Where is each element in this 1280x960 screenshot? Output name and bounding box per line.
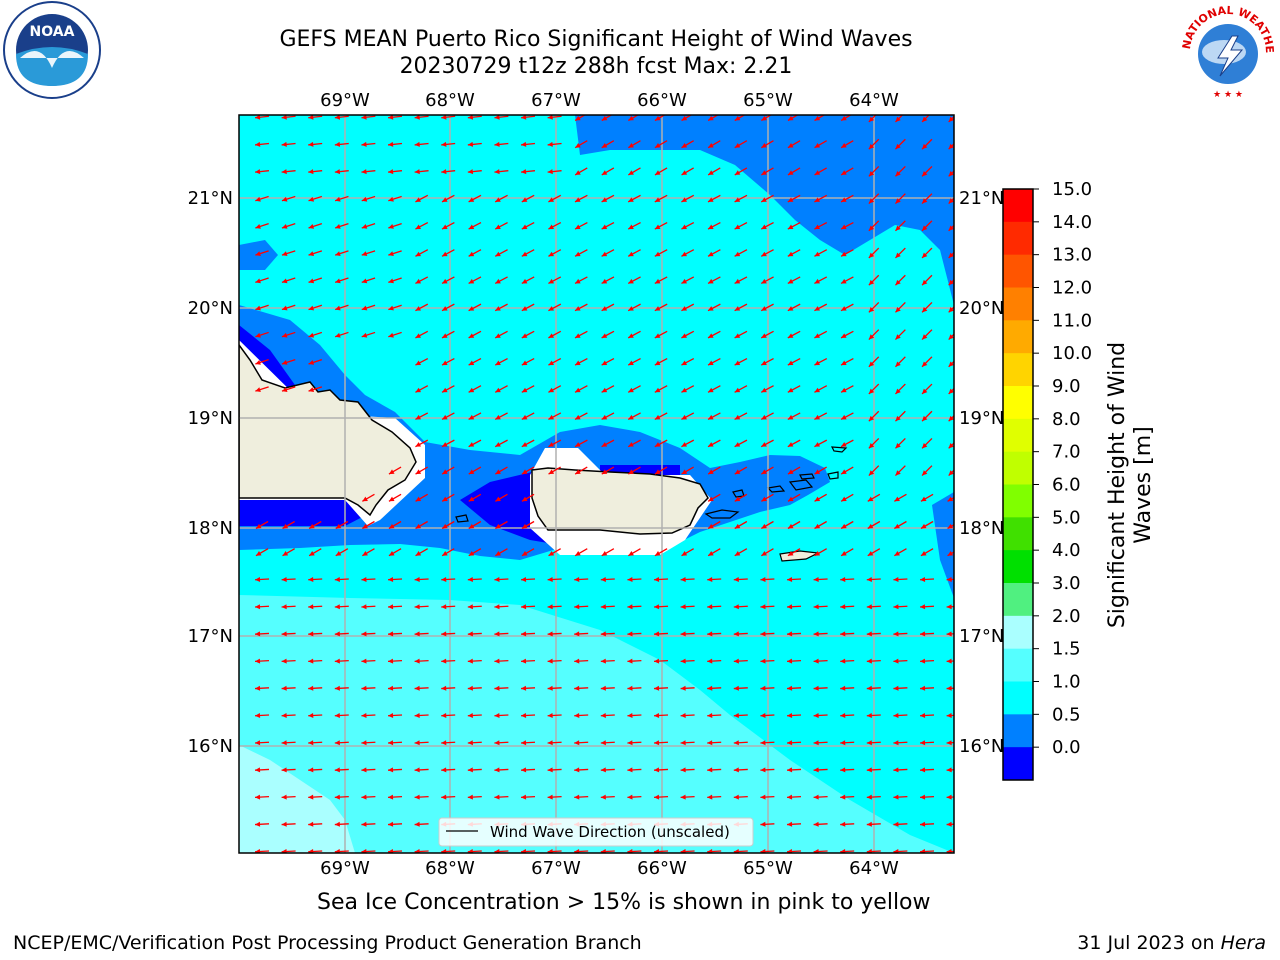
lon-label: 69°W <box>320 858 370 879</box>
lat-label: 18°N <box>959 518 1004 539</box>
lat-label: 18°N <box>188 518 233 539</box>
lon-label: 68°W <box>425 858 475 879</box>
colorbar-tick-label: 9.0 <box>1052 376 1081 397</box>
colorbar-tick-label: 12.0 <box>1052 278 1092 299</box>
colorbar-tick-label: 5.0 <box>1052 507 1081 528</box>
footer-date: 31 Jul 2023 on Hera <box>1077 931 1266 955</box>
lon-label: 64°W <box>849 858 899 879</box>
noaa-logo: NOAA <box>3 1 101 99</box>
land-puerto-rico <box>531 467 709 535</box>
colorbar-swatch <box>1003 189 1033 223</box>
colorbar-swatch <box>1003 648 1033 682</box>
nws-logo: NATIONAL WEATHER SERVICE ★ ★ ★ <box>1176 0 1276 100</box>
colorbar-swatch <box>1003 353 1033 387</box>
colorbar-label-line1: Significant Height of Wind <box>1105 342 1130 628</box>
colorbar-swatch <box>1003 320 1033 354</box>
wave-height-fill-1.5-2 <box>239 595 954 853</box>
colorbar-tick-label: 1.5 <box>1052 639 1081 660</box>
colorbar-tick-label: 4.0 <box>1052 540 1081 561</box>
lat-label: 16°N <box>188 736 233 757</box>
lat-label: 19°N <box>959 408 1004 429</box>
colorbar-tick-label: 8.0 <box>1052 409 1081 430</box>
map-frame <box>238 114 955 854</box>
colorbar-swatch <box>1003 451 1033 485</box>
lon-label: 65°W <box>743 90 793 111</box>
colorbar-swatch <box>1003 517 1033 551</box>
lon-label: 64°W <box>849 90 899 111</box>
colorbar-swatch <box>1003 418 1033 453</box>
lon-label: 66°W <box>637 858 687 879</box>
colorbar-tick-label: 10.0 <box>1052 343 1092 364</box>
colorbar-tick-label: 2.0 <box>1052 606 1081 627</box>
lon-label: 65°W <box>743 858 793 879</box>
land-hispaniola <box>239 343 417 517</box>
colorbar-swatch <box>1003 254 1033 288</box>
legend-label: Wind Wave Direction (unscaled) <box>490 823 730 841</box>
wind-wave-arrows <box>254 115 954 853</box>
lat-label: 20°N <box>188 298 233 319</box>
map-gridlines <box>239 115 954 853</box>
lat-label: 17°N <box>959 626 1004 647</box>
lat-label: 17°N <box>188 626 233 647</box>
colorbar-swatch <box>1003 583 1033 617</box>
colorbar-tick-label: 7.0 <box>1052 442 1081 463</box>
lat-labels-left: 21°N 20°N 19°N 18°N 17°N 16°N <box>188 188 233 757</box>
chart-subtitle: 20230729 t12z 288h fcst Max: 2.21 <box>399 54 793 79</box>
colorbar-swatch <box>1003 386 1033 420</box>
colorbar-swatch <box>1003 681 1033 715</box>
colorbar-swatch <box>1003 615 1033 650</box>
wave-height-fill-0-0.5 <box>239 325 300 400</box>
colorbar-tick-label: 14.0 <box>1052 212 1092 233</box>
colorbar-tick-label: 13.0 <box>1052 245 1092 266</box>
lon-label: 69°W <box>320 90 370 111</box>
map-panel <box>239 115 954 853</box>
lat-label: 20°N <box>959 298 1004 319</box>
map-legend: Wind Wave Direction (unscaled) <box>438 817 754 847</box>
lat-label: 21°N <box>188 188 233 209</box>
svg-text:★ ★ ★: ★ ★ ★ <box>1213 90 1243 100</box>
lon-label: 67°W <box>531 858 581 879</box>
colorbar-swatch <box>1003 287 1033 321</box>
chart-title: GEFS MEAN Puerto Rico Significant Height… <box>279 27 913 52</box>
wave-height-fill-2-3 <box>239 745 355 853</box>
lon-labels-bottom: 69°W 68°W 67°W 66°W 65°W 64°W <box>320 858 899 879</box>
footer-date-text: 31 Jul 2023 on <box>1077 932 1221 954</box>
colorbar-swatch <box>1003 484 1033 518</box>
colorbar: 15.0 14.0 13.0 12.0 11.0 10.0 9.0 8.0 7.0 6.0 5.0 4… <box>1002 179 1092 781</box>
lon-labels-top: 69°W 68°W 67°W 66°W 65°W 64°W <box>320 90 899 111</box>
footer-branch: NCEP/EMC/Verification Post Processing Pr… <box>13 932 642 954</box>
lat-labels-right: 21°N 20°N 19°N 18°N 17°N 16°N <box>959 188 1004 757</box>
colorbar-tick-label: 0.5 <box>1052 704 1081 725</box>
colorbar-tick-label: 1.0 <box>1052 672 1081 693</box>
noaa-logo-text: NOAA <box>30 24 75 40</box>
lat-label: 21°N <box>959 188 1004 209</box>
colorbar-label-line2: Waves [m] <box>1131 426 1156 543</box>
colorbar-swatch <box>1003 550 1033 584</box>
colorbar-tick-label: 15.0 <box>1052 179 1092 200</box>
colorbar-swatch <box>1003 747 1033 781</box>
colorbar-swatch <box>1003 714 1033 748</box>
lat-label: 16°N <box>959 736 1004 757</box>
lon-label: 67°W <box>531 90 581 111</box>
footer-host: Hera <box>1220 932 1266 954</box>
lat-label: 19°N <box>188 408 233 429</box>
colorbar-swatch <box>1003 221 1033 256</box>
caption-text: Sea Ice Concentration > 15% is shown in … <box>317 890 931 915</box>
colorbar-tick-label: 3.0 <box>1052 573 1081 594</box>
lon-label: 68°W <box>425 90 475 111</box>
colorbar-tick-label: 11.0 <box>1052 310 1092 331</box>
colorbar-tick-label: 6.0 <box>1052 475 1081 496</box>
colorbar-tick-label: 0.0 <box>1052 737 1081 758</box>
wave-height-fill-0.5-1-ne <box>575 115 954 305</box>
lon-label: 66°W <box>637 90 687 111</box>
